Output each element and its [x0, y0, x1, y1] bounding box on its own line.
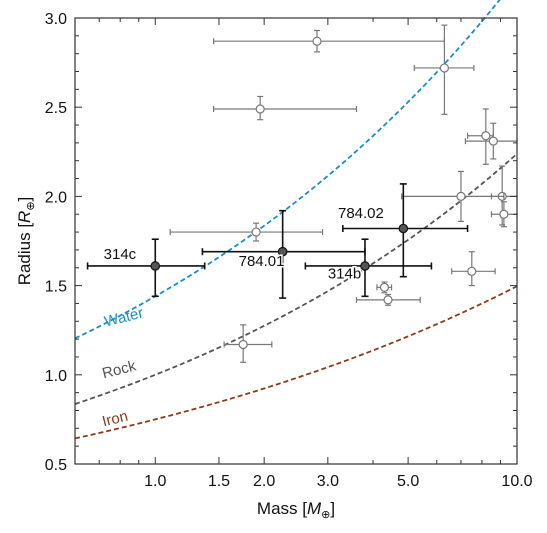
- other-planet-marker: [467, 266, 477, 276]
- other-planet-point: [355, 293, 421, 306]
- other-planet-point: [490, 201, 518, 228]
- other-planet-point: [401, 170, 505, 222]
- other-planet-marker: [255, 104, 265, 114]
- other-planet-marker: [481, 131, 491, 141]
- other-planet-marker: [383, 295, 393, 305]
- other-planet-point: [169, 222, 324, 242]
- x-axis-title: Mass [M⊕]: [257, 499, 335, 521]
- other-planet-marker: [379, 282, 390, 292]
- other-planet-point: [213, 29, 446, 53]
- other-planet-marker: [439, 63, 450, 73]
- other-planet-marker: [251, 227, 261, 237]
- model-curve-iron: [74, 285, 518, 440]
- planet-label-314c: 314c: [104, 246, 137, 263]
- y-tick-label: 1.5: [45, 279, 67, 296]
- y-tick-label: 2.0: [45, 189, 67, 206]
- y-tick-label: 0.5: [45, 457, 67, 474]
- other-planet-marker: [499, 209, 509, 219]
- x-tick-label: 2.0: [253, 473, 275, 490]
- model-label-iron: Iron: [100, 408, 129, 431]
- model-curve-rock: [74, 153, 518, 405]
- axis-ticks: 1.0 1.5 2.0 3.0 5.0 10.0 0.5 1.0 1.5 2.0 2.5 3.0: [45, 11, 533, 490]
- x-tick-label: 1.0: [144, 473, 166, 490]
- other-planet-point: [451, 251, 496, 287]
- x-tick-label: 5.0: [397, 473, 419, 490]
- planet-label-784-01: 784.01: [239, 253, 285, 270]
- highlighted-planets: [86, 183, 469, 299]
- other-planet-marker: [238, 339, 248, 350]
- other-planet-point: [413, 24, 475, 115]
- planet-marker: [277, 246, 288, 257]
- planet-314c: [86, 238, 206, 298]
- y-tick-label: 3.0: [45, 11, 67, 28]
- other-planet-point: [223, 324, 273, 363]
- other-planet-marker: [312, 36, 322, 46]
- y-tick-label: 2.5: [45, 100, 67, 117]
- y-axis-title: Radius [R⊕]: [15, 197, 37, 286]
- planet-784-01: [201, 209, 366, 299]
- other-planet-marker: [456, 191, 466, 201]
- planet-314b: [304, 238, 433, 298]
- x-tick-label: 3.0: [317, 473, 339, 490]
- other-planet-point: [466, 108, 494, 165]
- other-planet-point: [213, 95, 358, 121]
- x-tick-label: 10.0: [501, 473, 532, 490]
- model-curves: [74, 0, 518, 440]
- planet-label-784-02: 784.02: [338, 205, 384, 222]
- planet-marker: [150, 261, 161, 271]
- plot-frame: [74, 17, 518, 465]
- model-curve-water: [74, 0, 501, 340]
- x-tick-label: 1.5: [208, 473, 230, 490]
- planet-marker: [360, 261, 370, 271]
- other-planet-point: [376, 281, 393, 294]
- other-planets: [169, 24, 518, 363]
- planet-marker: [398, 223, 409, 234]
- other-planet-marker: [488, 136, 498, 146]
- planet-784-02: [342, 183, 469, 278]
- planet-label-314b: 314b: [328, 265, 361, 282]
- y-tick-label: 1.0: [45, 368, 67, 385]
